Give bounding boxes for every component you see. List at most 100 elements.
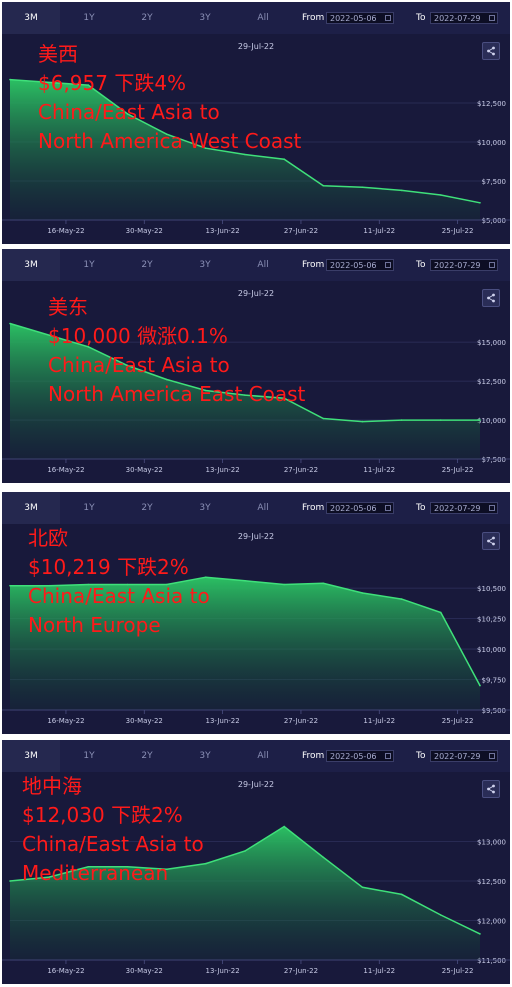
annotation-line: $10,219 下跌2% xyxy=(28,555,189,579)
share-button[interactable] xyxy=(482,780,500,798)
data-point xyxy=(361,186,364,188)
from-date-input[interactable]: 2022-05-06 xyxy=(326,259,394,271)
annotation-line: $6,957 下跌4% xyxy=(38,71,187,95)
annotation-line: 北欧 xyxy=(28,526,68,550)
x-tick-label: 11-Jul-22 xyxy=(363,227,395,235)
annotation-line: 美西 xyxy=(38,42,78,66)
x-tick-label: 11-Jul-22 xyxy=(363,466,395,474)
data-point xyxy=(48,876,50,878)
calendar-icon[interactable] xyxy=(385,262,391,268)
to-date-input[interactable]: 2022-07-29 xyxy=(430,750,498,762)
range-button-all[interactable]: All xyxy=(257,751,269,761)
range-button-1y[interactable]: 1Y xyxy=(83,260,95,270)
x-tick-label: 13-Jun-22 xyxy=(206,227,240,235)
from-date-input[interactable]: 2022-05-06 xyxy=(326,502,394,514)
share-button[interactable] xyxy=(482,289,500,307)
series-area xyxy=(10,826,480,960)
range-button-all[interactable]: All xyxy=(257,13,269,23)
range-button-3m[interactable]: 3M xyxy=(2,2,60,34)
range-button-2y[interactable]: 2Y xyxy=(141,503,153,513)
data-point xyxy=(361,592,364,594)
to-date-input[interactable]: 2022-07-29 xyxy=(430,502,498,514)
range-toolbar: 3M 1Y 2Y 3Y All From 2022-05-06 To 2022-07-29 xyxy=(2,740,510,772)
data-point xyxy=(9,584,11,587)
data-point xyxy=(87,866,90,868)
annotation-line: North America West Coast xyxy=(38,129,302,153)
calendar-icon[interactable] xyxy=(489,15,495,21)
x-tick-label: 25-Jul-22 xyxy=(442,466,474,474)
calendar-icon[interactable] xyxy=(489,262,495,268)
range-button-1y[interactable]: 1Y xyxy=(83,503,95,513)
calendar-icon[interactable] xyxy=(489,753,495,759)
range-button-3y[interactable]: 3Y xyxy=(199,260,211,270)
range-button-3y[interactable]: 3Y xyxy=(199,751,211,761)
data-point xyxy=(440,194,442,196)
share-icon xyxy=(487,536,495,546)
data-point xyxy=(440,914,442,916)
to-label: To xyxy=(416,503,426,513)
range-toolbar: 3M 1Y 2Y 3Y All From 2022-05-06 To 2022-07-29 xyxy=(2,2,510,34)
range-button-3m[interactable]: 3M xyxy=(2,249,60,281)
from-label: From xyxy=(302,751,325,761)
x-tick-label: 11-Jul-22 xyxy=(363,967,395,975)
series-area xyxy=(10,577,480,710)
x-tick-label: 30-May-22 xyxy=(126,227,163,235)
data-point xyxy=(244,153,246,156)
share-icon xyxy=(487,46,495,56)
x-tick-label: 11-Jul-22 xyxy=(363,717,395,725)
to-label: To xyxy=(416,13,426,23)
from-date-input[interactable]: 2022-05-06 xyxy=(326,12,394,24)
range-toolbar: 3M 1Y 2Y 3Y All From 2022-05-06 To 2022-07-29 xyxy=(2,492,510,524)
calendar-icon[interactable] xyxy=(385,505,391,511)
data-point xyxy=(361,420,364,423)
data-point xyxy=(283,397,286,399)
data-point xyxy=(165,583,168,586)
range-button-1y[interactable]: 1Y xyxy=(83,13,95,23)
share-button[interactable] xyxy=(482,532,500,550)
chart-date-label: 29-Jul-22 xyxy=(237,532,275,541)
range-button-all[interactable]: All xyxy=(257,260,269,270)
data-point xyxy=(87,346,90,348)
range-button-3y[interactable]: 3Y xyxy=(199,13,211,23)
range-button-2y[interactable]: 2Y xyxy=(141,260,153,270)
from-date-input[interactable]: 2022-05-06 xyxy=(326,750,394,762)
y-tick-label: $10,000 xyxy=(477,139,506,147)
chart-panel-us-east: 3M 1Y 2Y 3Y All From 2022-05-06 To 2022-07-29 29-… xyxy=(2,249,510,483)
price-annotation: 美西 $6,957 下跌4% China/East Asia to North Ame… xyxy=(38,40,301,156)
data-point xyxy=(400,893,403,896)
chart-date-label: 29-Jul-22 xyxy=(237,780,275,789)
range-button-2y[interactable]: 2Y xyxy=(141,751,153,761)
chart-panel-north-europe: 3M 1Y 2Y 3Y All From 2022-05-06 To 2022-07-29 29-… xyxy=(2,492,510,734)
chart-panel-us-west: 3M 1Y 2Y 3Y All From 2022-05-06 To 2022-07-29 29-… xyxy=(2,2,510,244)
data-point xyxy=(283,583,286,586)
x-tick-label: 27-Jun-22 xyxy=(284,227,318,235)
y-tick-label: $10,250 xyxy=(477,616,506,624)
series-line xyxy=(9,78,481,204)
series-line xyxy=(9,322,480,423)
annotation-line: $12,030 下跌2% xyxy=(22,803,183,827)
range-button-2y[interactable]: 2Y xyxy=(141,13,153,23)
data-point xyxy=(87,583,90,586)
range-button-3m[interactable]: 3M xyxy=(2,740,60,772)
range-button-1y[interactable]: 1Y xyxy=(83,751,95,761)
calendar-icon[interactable] xyxy=(489,505,495,511)
range-button-3y[interactable]: 3Y xyxy=(199,503,211,513)
chart-panel-mediterranean: 3M 1Y 2Y 3Y All From 2022-05-06 To 2022-07-29 29-… xyxy=(2,740,510,984)
range-button-3m[interactable]: 3M xyxy=(2,492,60,524)
x-tick-label: 13-Jun-22 xyxy=(206,967,240,975)
calendar-icon[interactable] xyxy=(385,753,391,759)
y-tick-label: $5,000 xyxy=(482,217,507,225)
to-date-input[interactable]: 2022-07-29 xyxy=(430,259,498,271)
calendar-icon[interactable] xyxy=(385,15,391,21)
y-tick-label: $7,500 xyxy=(482,456,507,464)
data-point xyxy=(244,850,246,852)
annotation-line: North America East Coast xyxy=(48,382,306,406)
data-point xyxy=(205,862,207,865)
share-icon xyxy=(487,784,495,794)
data-point xyxy=(165,868,168,870)
data-point xyxy=(126,364,129,367)
share-button[interactable] xyxy=(482,42,500,60)
annotation-line: China/East Asia to xyxy=(22,832,204,856)
to-date-input[interactable]: 2022-07-29 xyxy=(430,12,498,24)
range-button-all[interactable]: All xyxy=(257,503,269,513)
